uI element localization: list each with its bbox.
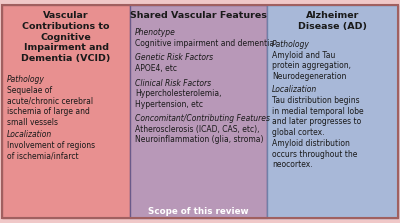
Text: Concomitant/Contributing Features: Concomitant/Contributing Features [135, 114, 270, 123]
Text: Vascular
Contributions to
Cognitive
Impairment and
Dementia (VCID): Vascular Contributions to Cognitive Impa… [21, 11, 111, 63]
Text: Cognitive impairment and dementia: Cognitive impairment and dementia [135, 39, 274, 48]
Text: Localization: Localization [7, 130, 52, 139]
Text: Amyloid and Tau
protein aggregation,
Neurodegeneration: Amyloid and Tau protein aggregation, Neu… [272, 51, 351, 81]
Text: Phenotype: Phenotype [135, 28, 176, 37]
Text: Pathology: Pathology [272, 40, 310, 49]
Text: Atherosclerosis (ICAD, CAS, etc),
Neuroinflammation (glia, stroma): Atherosclerosis (ICAD, CAS, etc), Neuroi… [135, 125, 264, 145]
Text: APOE4, etc: APOE4, etc [135, 64, 177, 73]
Text: Hypercholesterolemia,
Hypertension, etc: Hypercholesterolemia, Hypertension, etc [135, 89, 222, 109]
Text: Alzheimer
Disease (AD): Alzheimer Disease (AD) [298, 11, 367, 31]
Text: Genetic Risk Factors: Genetic Risk Factors [135, 53, 213, 62]
Text: Clinical Risk Factors: Clinical Risk Factors [135, 78, 211, 88]
Text: Localization: Localization [272, 85, 318, 94]
FancyBboxPatch shape [267, 5, 398, 218]
Text: Involvement of regions
of ischemia/infarct: Involvement of regions of ischemia/infar… [7, 141, 95, 161]
Text: Shared Vascular Features: Shared Vascular Features [130, 11, 267, 20]
Text: Tau distribution begins
in medial temporal lobe
and later progresses to
global c: Tau distribution begins in medial tempor… [272, 96, 364, 169]
FancyBboxPatch shape [2, 5, 130, 218]
Text: Sequelae of
acute/chronic cerebral
ischemia of large and
small vessels: Sequelae of acute/chronic cerebral ische… [7, 86, 93, 127]
Text: Pathology: Pathology [7, 75, 45, 84]
Text: Scope of this review: Scope of this review [148, 207, 249, 216]
FancyBboxPatch shape [130, 5, 267, 218]
